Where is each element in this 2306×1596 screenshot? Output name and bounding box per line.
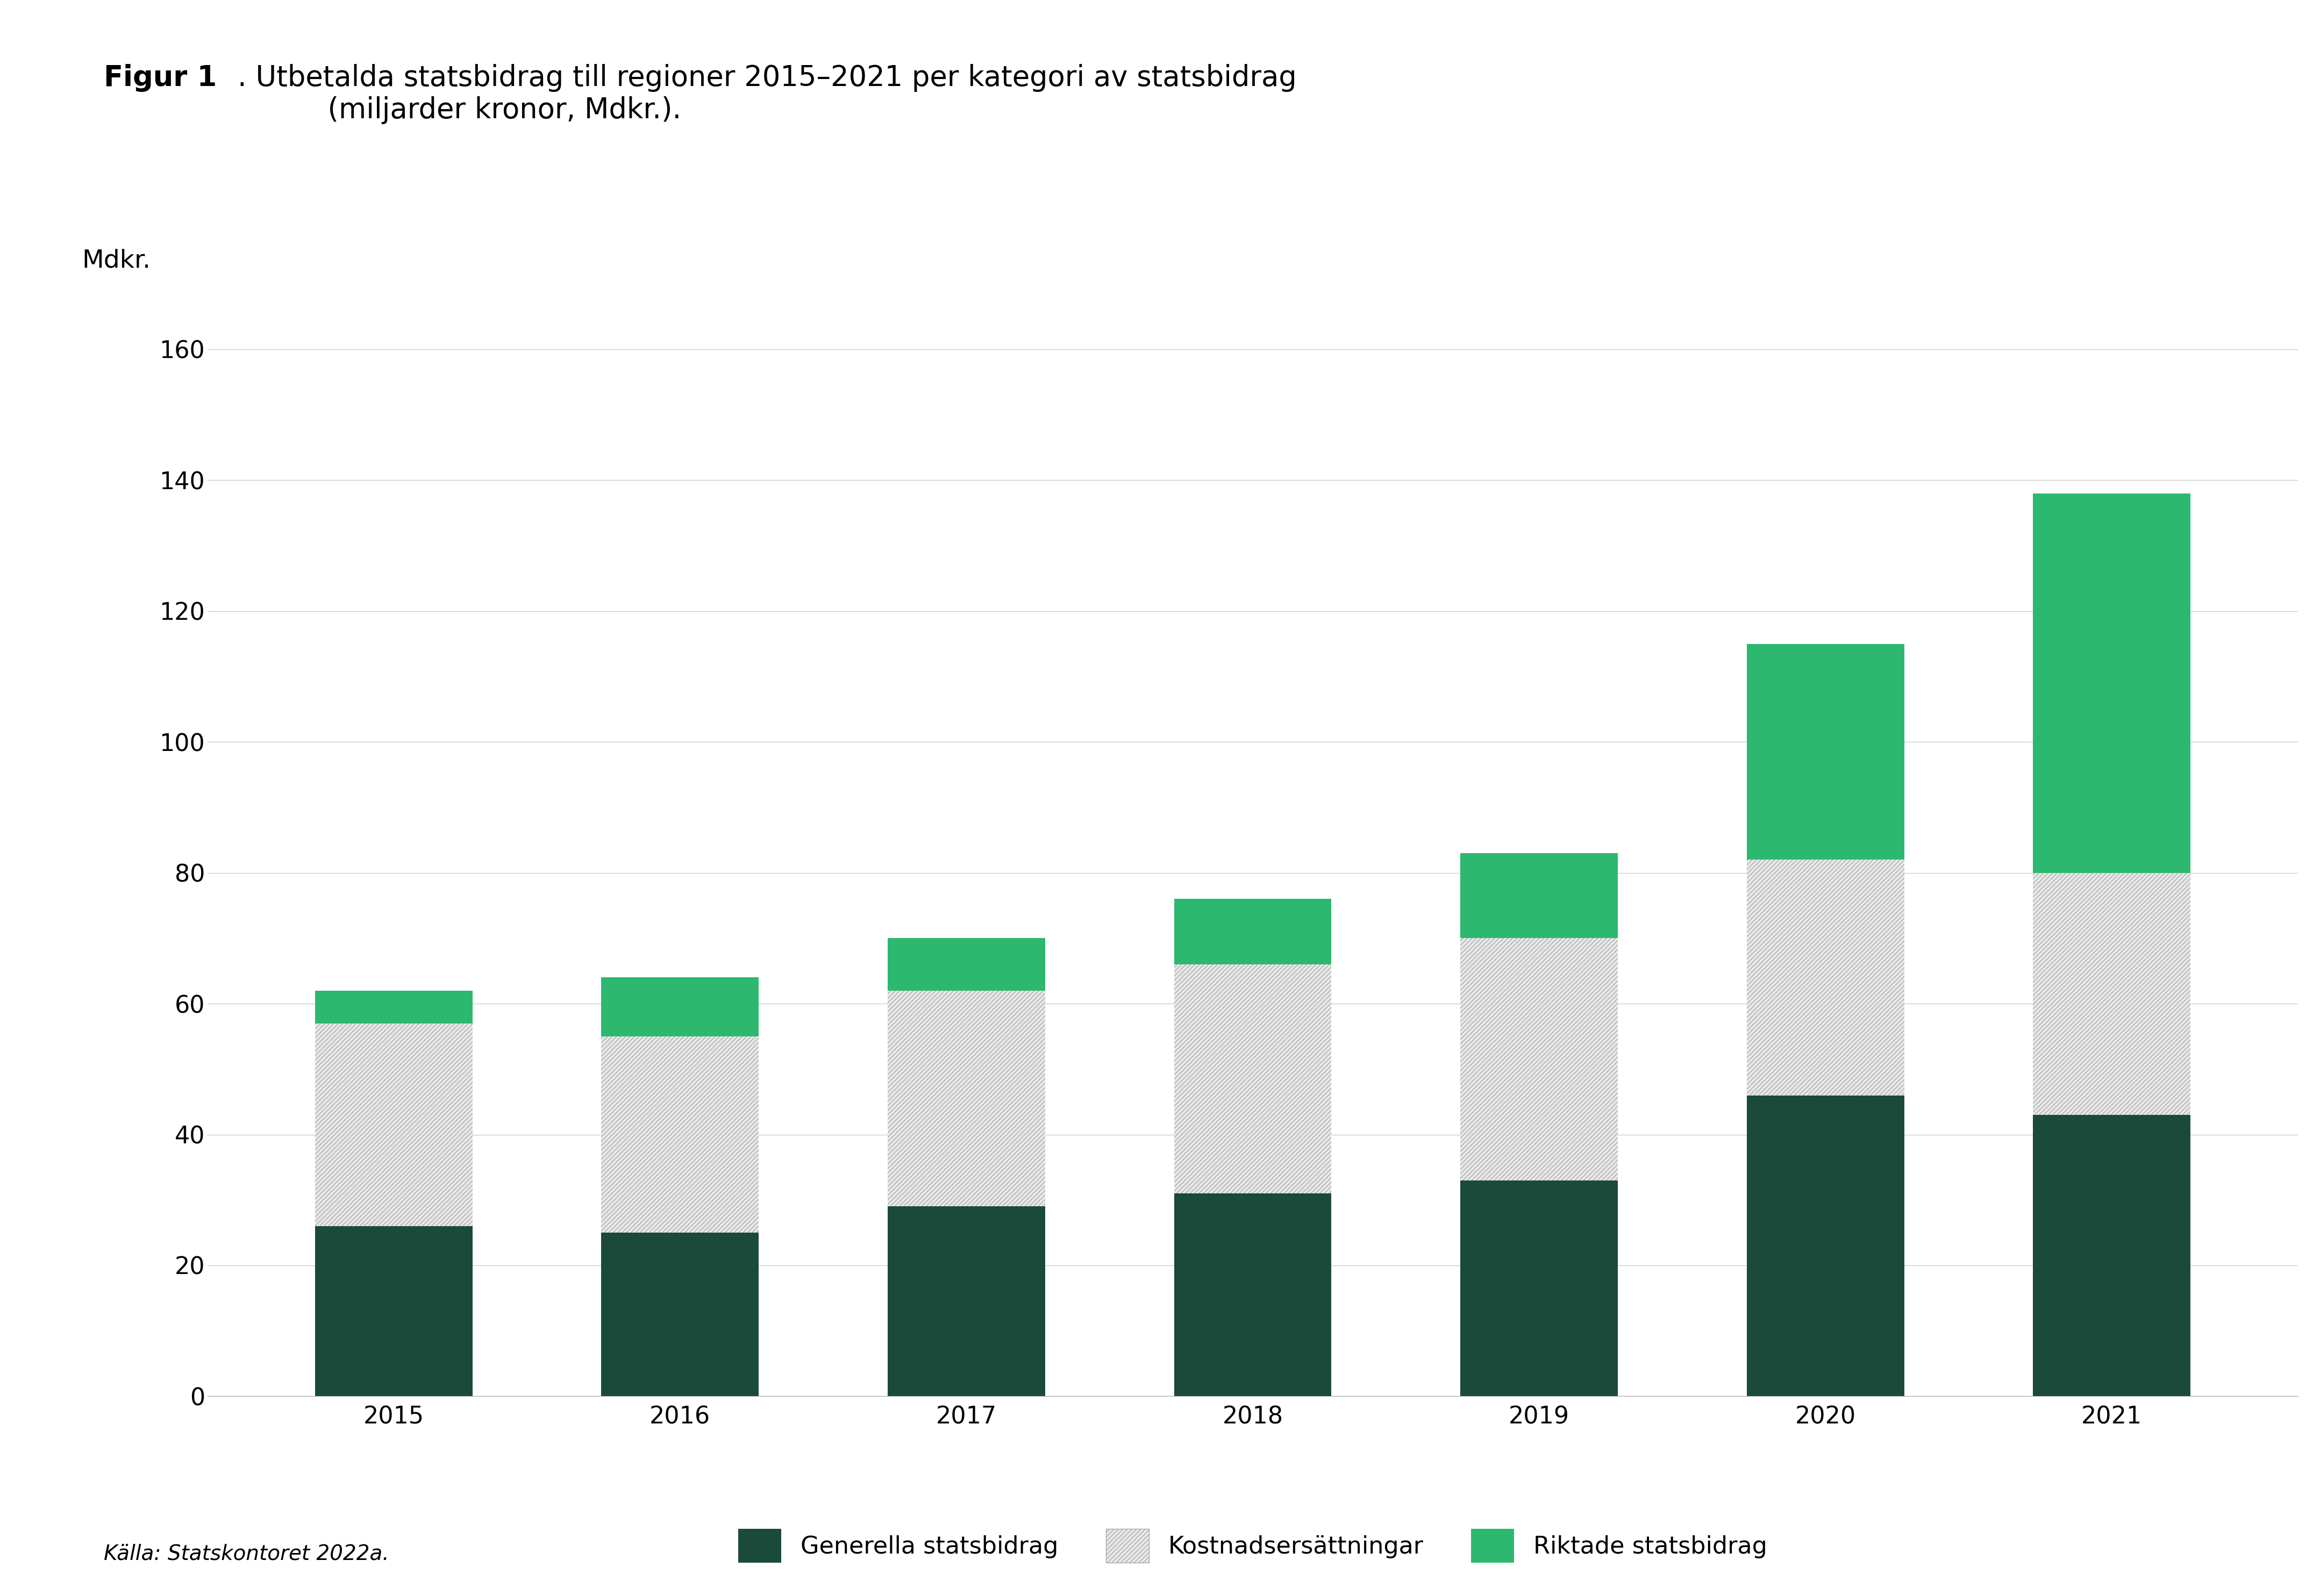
Bar [1746, 860, 1905, 1095]
Bar [1174, 1194, 1331, 1396]
Bar [1746, 1095, 1905, 1396]
Bar [316, 1023, 473, 1226]
Text: . Utbetalda statsbidrag till regioner 2015–2021 per kategori av statsbidrag
    : . Utbetalda statsbidrag till regioner 20… [238, 64, 1296, 124]
Bar [2034, 873, 2191, 1116]
Text: Figur 1: Figur 1 [104, 64, 217, 93]
Legend: Generella statsbidrag, Kostnadsersättningar, Riktade statsbidrag: Generella statsbidrag, Kostnadsersättnin… [729, 1519, 1778, 1572]
Bar [1460, 938, 1619, 1181]
Bar [1174, 899, 1331, 964]
Bar [888, 1207, 1045, 1396]
Bar [1460, 854, 1619, 938]
Bar [602, 977, 759, 1036]
Bar [602, 1036, 759, 1232]
Bar [1460, 1181, 1619, 1396]
Text: Källa: Statskontoret 2022a.: Källa: Statskontoret 2022a. [104, 1543, 390, 1564]
Bar [1174, 964, 1331, 1194]
Text: Mdkr.: Mdkr. [83, 249, 150, 273]
Bar [316, 1226, 473, 1396]
Bar [316, 991, 473, 1023]
Bar [2034, 493, 2191, 873]
Bar [2034, 1116, 2191, 1396]
Bar [1746, 643, 1905, 860]
Bar [888, 991, 1045, 1207]
Bar [602, 1232, 759, 1396]
Bar [888, 938, 1045, 991]
